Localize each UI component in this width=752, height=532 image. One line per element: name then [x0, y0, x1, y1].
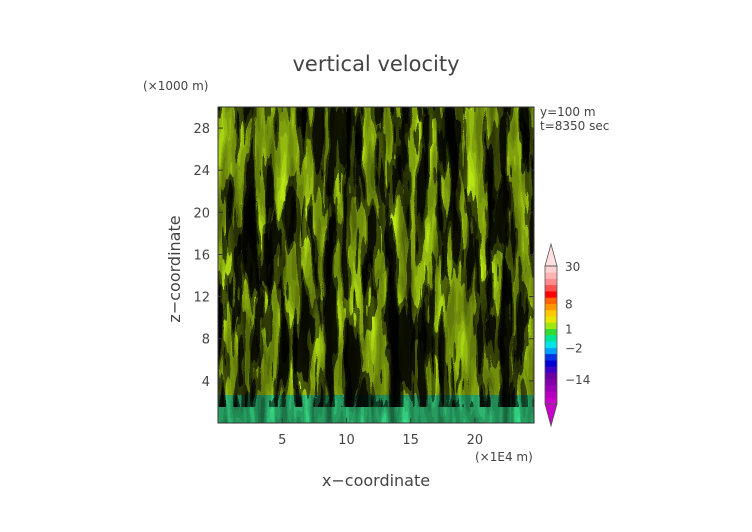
y-unit-label: (×1000 m)	[143, 79, 208, 93]
colorbar-segment-7	[545, 353, 557, 361]
colorbar-segment-16	[545, 297, 557, 304]
colorbar-segment-21	[545, 266, 557, 273]
x-axis-title: x−coordinate	[322, 471, 430, 490]
colorbar-segment-10	[545, 335, 557, 342]
x-tick-label-2: 15	[402, 433, 419, 448]
colorbar-extend-bottom	[544, 403, 558, 428]
colorbar-segment-18	[545, 284, 557, 292]
x-axis-ticks: 5 10 15 20	[278, 107, 483, 448]
colorbar-label-4: −14	[565, 373, 590, 387]
chart-title: vertical velocity	[292, 52, 459, 76]
colorbar-segment-3	[545, 378, 557, 386]
colorbar-segment-20	[545, 272, 557, 279]
colorbar-segment-13	[545, 316, 557, 323]
colorbar-segment-11	[545, 328, 557, 336]
y-axis-title: z−coordinate	[165, 215, 184, 322]
colorbar-segment-0	[545, 397, 557, 405]
colorbar-segment-15	[545, 303, 557, 311]
colorbar-segment-17	[545, 291, 557, 298]
colorbar-label-3: −2	[565, 342, 583, 356]
field-downdrafts	[218, 107, 534, 407]
colorbar	[544, 242, 558, 428]
x-tick-label-3: 20	[467, 433, 484, 448]
colorbar-label-1: 8	[565, 298, 573, 312]
plot-frame	[217, 106, 535, 424]
y-tick-label-6: 28	[193, 122, 210, 137]
y-tick-label-4: 20	[193, 206, 210, 221]
colorbar-extend-top	[544, 242, 558, 267]
annotation-y: y=100 m	[540, 105, 596, 119]
colorbar-segment-19	[545, 278, 557, 286]
colorbar-segment-8	[545, 347, 557, 355]
y-tick-label-3: 16	[193, 248, 210, 263]
x-tick-label-0: 5	[278, 433, 286, 448]
annotation-t: t=8350 sec	[540, 119, 609, 133]
colorbar-segment-1	[545, 391, 557, 399]
y-axis-ticks: 4 8 12 16 20 24 28	[193, 122, 534, 390]
y-tick-label-1: 8	[202, 333, 210, 348]
colorbar-label-0: 30	[565, 260, 580, 274]
colorbar-labels: 30 8 1 −2 −14	[565, 260, 590, 387]
colorbar-segment-6	[545, 360, 557, 367]
colorbar-segment-12	[545, 322, 557, 330]
colorbar-segment-14	[545, 309, 557, 317]
y-tick-label-0: 4	[202, 375, 210, 390]
y-tick-label-2: 12	[193, 291, 210, 306]
colorbar-label-2: 1	[565, 323, 573, 337]
y-tick-label-5: 24	[193, 164, 210, 179]
x-unit-label: (×1E4 m)	[475, 450, 533, 464]
colorbar-segment-5	[545, 366, 557, 373]
colorbar-segment-9	[545, 341, 557, 348]
colorbar-segment-2	[545, 385, 557, 392]
colorbar-segment-4	[545, 372, 557, 380]
colorbar-frame	[544, 265, 558, 405]
heatmap-field	[218, 107, 534, 423]
x-tick-label-1: 10	[338, 433, 355, 448]
